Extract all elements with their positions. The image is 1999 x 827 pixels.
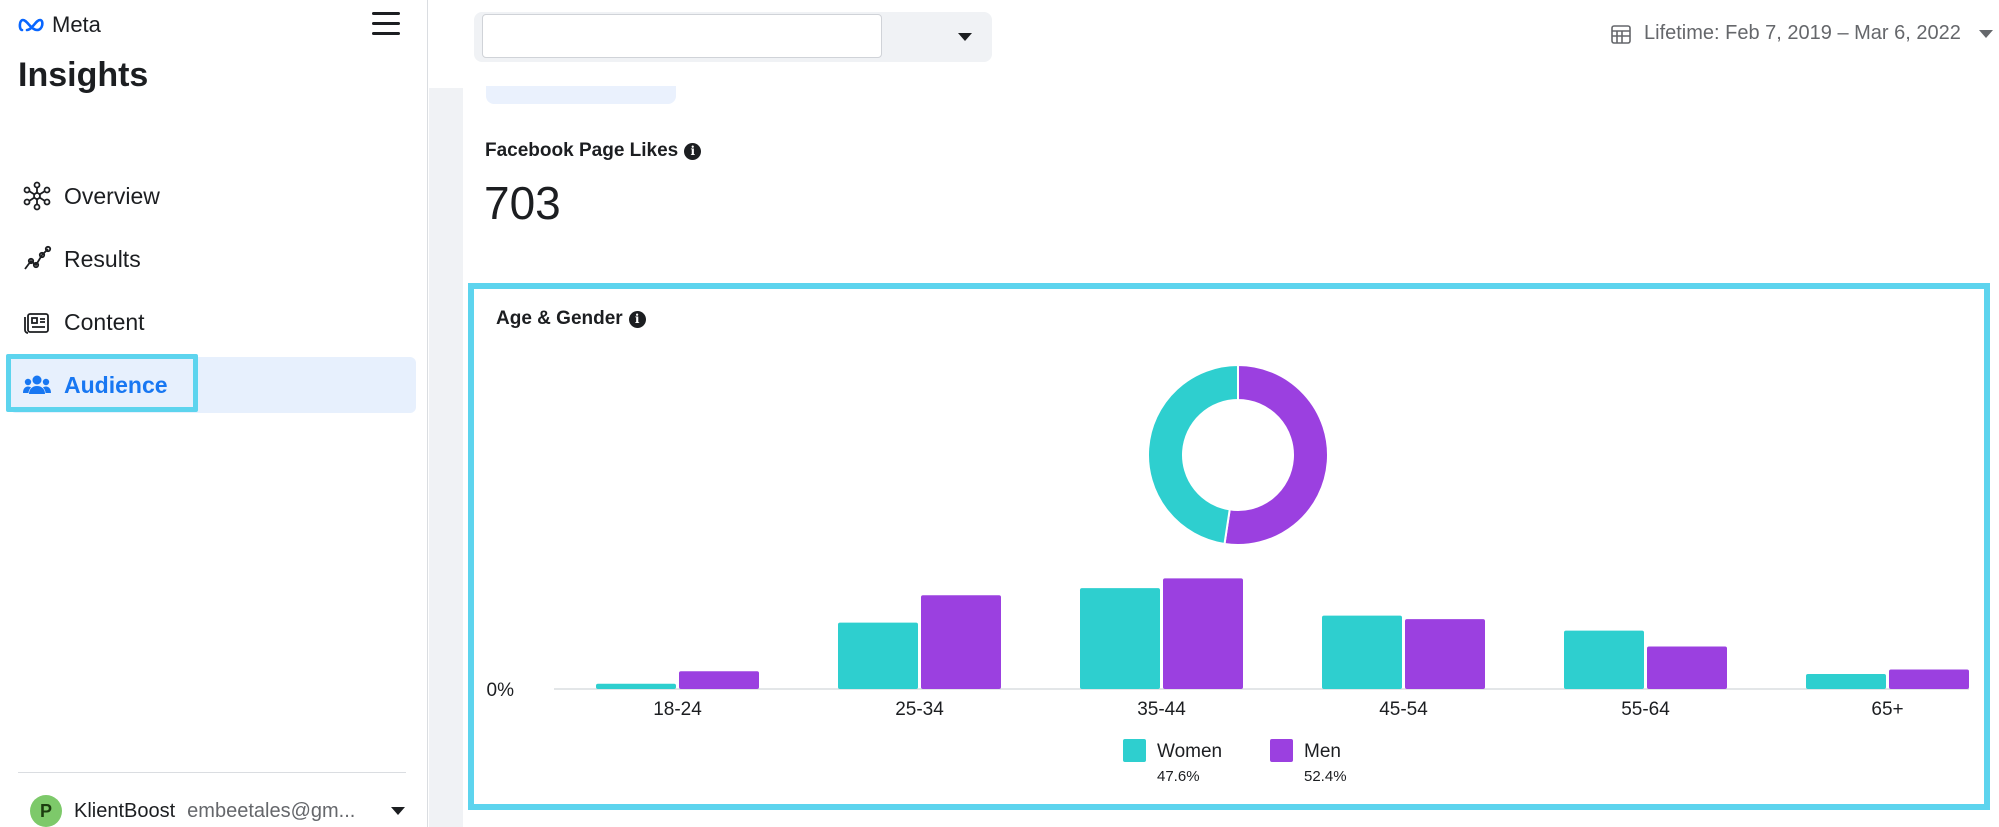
legend-label-women: Women <box>1157 741 1222 762</box>
bar-women-65+ <box>1806 673 1886 689</box>
account-switcher[interactable]: P KlientBoost embeetales@gm... <box>30 795 406 827</box>
chevron-down-icon <box>1978 29 1993 38</box>
info-icon[interactable]: i <box>628 310 646 328</box>
age-gender-chart: 0% 18-24 25-34 35-44 45-54 55-64 65+ Women 47.6%… <box>487 363 1969 785</box>
bar-women-35-44 <box>1080 588 1160 689</box>
x-tick-label: 55-64 <box>1621 699 1670 720</box>
bar-women-18-24 <box>596 683 676 689</box>
y-tick-label: 0% <box>487 680 515 701</box>
bar-men-55-64 <box>1647 646 1727 689</box>
x-tick-label: 45-54 <box>1379 699 1428 720</box>
legend-share-women: 47.6% <box>1157 768 1200 785</box>
bar-women-25-34 <box>838 622 918 689</box>
bar-women-45-54 <box>1322 615 1402 689</box>
legend-label-men: Men <box>1304 741 1341 762</box>
bar-men-35-44 <box>1163 578 1243 689</box>
x-tick-label: 25-34 <box>895 699 944 720</box>
x-tick-label: 18-24 <box>653 699 702 720</box>
account-name: KlientBoost <box>74 799 176 822</box>
sidebar-item-label: Content <box>64 308 145 335</box>
meta-logo[interactable]: Meta <box>18 12 101 38</box>
collapsed-tab[interactable] <box>486 86 676 104</box>
sidebar-item-content[interactable]: Content <box>10 294 416 350</box>
sidebar-item-results[interactable]: Results <box>10 231 416 287</box>
donut-slice-women <box>1147 363 1239 546</box>
calendar-icon <box>1611 24 1631 44</box>
date-range-label: Lifetime: Feb 7, 2019 – Mar 6, 2022 <box>1644 22 1961 44</box>
legend-share-men: 52.4% <box>1304 768 1347 785</box>
x-tick-label: 65+ <box>1871 699 1903 720</box>
bar-men-65+ <box>1889 669 1969 689</box>
sidebar-item-label: Audience <box>64 371 168 398</box>
page-likes-label: Facebook Page Likes i <box>485 140 702 162</box>
chart-title: Age & Gender i <box>496 308 646 330</box>
page-select-input[interactable] <box>482 14 882 58</box>
menu-icon[interactable] <box>372 12 400 38</box>
divider <box>18 772 406 773</box>
bar-men-45-54 <box>1405 619 1485 689</box>
chevron-down-icon <box>391 807 406 815</box>
date-range-picker[interactable]: Lifetime: Feb 7, 2019 – Mar 6, 2022 <box>1610 22 1993 45</box>
bar-men-18-24 <box>679 671 759 689</box>
overview-icon <box>23 181 51 211</box>
legend-swatch-men <box>1270 739 1293 762</box>
legend-swatch-women <box>1123 739 1146 762</box>
content-gutter <box>429 88 463 827</box>
bar-men-25-34 <box>921 595 1001 689</box>
page-title: Insights <box>18 56 149 94</box>
page-likes-value: 703 <box>484 177 561 229</box>
meta-logo-text: Meta <box>52 12 101 37</box>
sidebar-item-audience[interactable]: Audience <box>10 357 416 413</box>
results-icon <box>24 245 52 270</box>
audience-icon <box>23 375 51 394</box>
page-selector[interactable] <box>474 12 992 62</box>
sidebar: Meta Insights Overview Results Content <box>0 0 428 827</box>
account-email: embeetales@gm... <box>187 799 356 822</box>
info-icon[interactable]: i <box>684 142 702 160</box>
sidebar-item-label: Results <box>64 245 141 272</box>
sidebar-item-label: Overview <box>64 182 160 209</box>
bar-women-55-64 <box>1564 630 1644 689</box>
content-icon <box>24 313 49 334</box>
chevron-down-icon[interactable] <box>958 33 972 41</box>
avatar: P <box>30 795 62 827</box>
meta-infinity-icon <box>18 18 44 32</box>
sidebar-item-overview[interactable]: Overview <box>10 168 416 224</box>
donut-slice-men <box>1223 363 1329 546</box>
x-tick-label: 35-44 <box>1137 699 1186 720</box>
